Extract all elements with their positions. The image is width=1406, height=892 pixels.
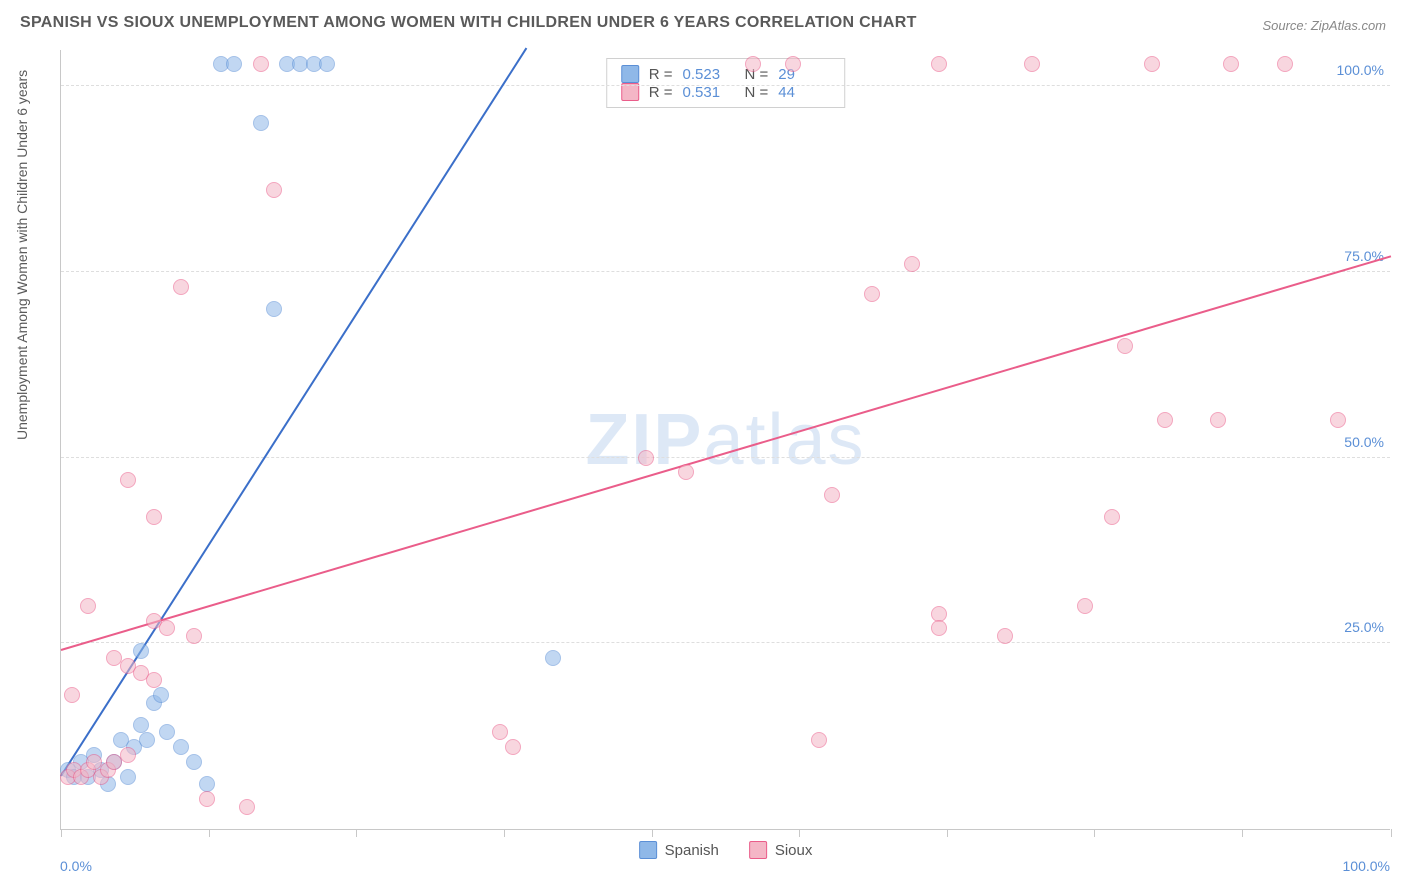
data-point <box>931 56 947 72</box>
y-axis-label: Unemployment Among Women with Children U… <box>14 70 30 440</box>
y-tick-label: 100.0% <box>1337 62 1384 78</box>
data-point <box>492 724 508 740</box>
data-point <box>678 464 694 480</box>
data-point <box>505 739 521 755</box>
data-point <box>864 286 880 302</box>
data-point <box>226 56 242 72</box>
data-point <box>173 739 189 755</box>
legend-item-spanish: Spanish <box>639 841 719 859</box>
data-point <box>1223 56 1239 72</box>
chart-title: SPANISH VS SIOUX UNEMPLOYMENT AMONG WOME… <box>20 14 917 32</box>
x-tick-mark <box>1391 829 1392 837</box>
data-point <box>253 56 269 72</box>
data-point <box>545 650 561 666</box>
x-tick-mark <box>947 829 948 837</box>
data-point <box>80 598 96 614</box>
data-point <box>253 115 269 131</box>
legend-item-sioux: Sioux <box>749 841 813 859</box>
data-point <box>159 724 175 740</box>
x-tick-end: 100.0% <box>1343 858 1390 874</box>
data-point <box>1117 338 1133 354</box>
gridline <box>61 271 1390 272</box>
y-tick-label: 75.0% <box>1344 248 1384 264</box>
x-tick-start: 0.0% <box>60 858 92 874</box>
data-point <box>120 472 136 488</box>
legend-label-sioux: Sioux <box>775 842 813 859</box>
trend-line <box>61 255 1392 651</box>
data-point <box>745 56 761 72</box>
data-point <box>1157 412 1173 428</box>
data-point <box>785 56 801 72</box>
x-tick-mark <box>61 829 62 837</box>
legend-label-spanish: Spanish <box>665 842 719 859</box>
data-point <box>133 717 149 733</box>
data-point <box>120 747 136 763</box>
data-point <box>266 301 282 317</box>
swatch-spanish <box>621 65 639 83</box>
data-point <box>146 672 162 688</box>
data-point <box>997 628 1013 644</box>
data-point <box>239 799 255 815</box>
data-point <box>199 776 215 792</box>
x-tick-mark <box>356 829 357 837</box>
gridline <box>61 642 1390 643</box>
data-point <box>186 628 202 644</box>
x-tick-mark <box>504 829 505 837</box>
series-legend: Spanish Sioux <box>639 841 813 859</box>
data-point <box>1144 56 1160 72</box>
data-point <box>319 56 335 72</box>
data-point <box>638 450 654 466</box>
source-label: Source: ZipAtlas.com <box>1262 18 1386 33</box>
watermark: ZIPatlas <box>585 399 865 481</box>
data-point <box>1077 598 1093 614</box>
x-tick-mark <box>209 829 210 837</box>
data-point <box>811 732 827 748</box>
data-point <box>199 791 215 807</box>
y-tick-label: 25.0% <box>1344 619 1384 635</box>
data-point <box>146 509 162 525</box>
y-tick-label: 50.0% <box>1344 434 1384 450</box>
x-tick-mark <box>1242 829 1243 837</box>
r-value-spanish: 0.523 <box>683 66 735 83</box>
swatch-spanish <box>639 841 657 859</box>
gridline <box>61 85 1390 86</box>
data-point <box>1210 412 1226 428</box>
gridline <box>61 457 1390 458</box>
data-point <box>1330 412 1346 428</box>
data-point <box>1024 56 1040 72</box>
data-point <box>159 620 175 636</box>
x-tick-mark <box>652 829 653 837</box>
x-tick-mark <box>1094 829 1095 837</box>
data-point <box>824 487 840 503</box>
r-label: R = <box>649 66 673 83</box>
data-point <box>266 182 282 198</box>
data-point <box>64 687 80 703</box>
plot-area: ZIPatlas R = 0.523 N = 29 R = 0.531 N = … <box>60 50 1390 830</box>
data-point <box>133 643 149 659</box>
data-point <box>904 256 920 272</box>
data-point <box>1277 56 1293 72</box>
data-point <box>120 769 136 785</box>
data-point <box>153 687 169 703</box>
correlation-legend: R = 0.523 N = 29 R = 0.531 N = 44 <box>606 58 846 108</box>
data-point <box>139 732 155 748</box>
swatch-sioux <box>749 841 767 859</box>
data-point <box>173 279 189 295</box>
data-point <box>931 606 947 622</box>
data-point <box>931 620 947 636</box>
data-point <box>1104 509 1120 525</box>
data-point <box>186 754 202 770</box>
x-tick-mark <box>799 829 800 837</box>
